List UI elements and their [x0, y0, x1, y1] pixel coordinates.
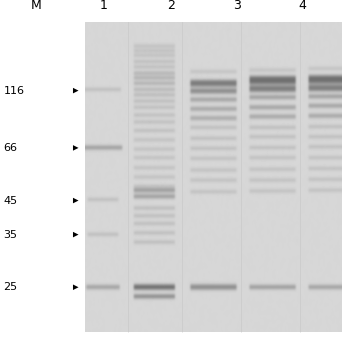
Text: 2: 2 — [167, 0, 175, 12]
Text: M: M — [31, 0, 42, 12]
Text: 45: 45 — [3, 195, 18, 206]
Text: 35: 35 — [3, 230, 17, 240]
Text: 4: 4 — [299, 0, 307, 12]
Text: 116: 116 — [3, 85, 25, 95]
Text: 66: 66 — [3, 143, 17, 153]
Text: 3: 3 — [233, 0, 241, 12]
Text: 1: 1 — [100, 0, 108, 12]
Text: 25: 25 — [3, 282, 18, 292]
